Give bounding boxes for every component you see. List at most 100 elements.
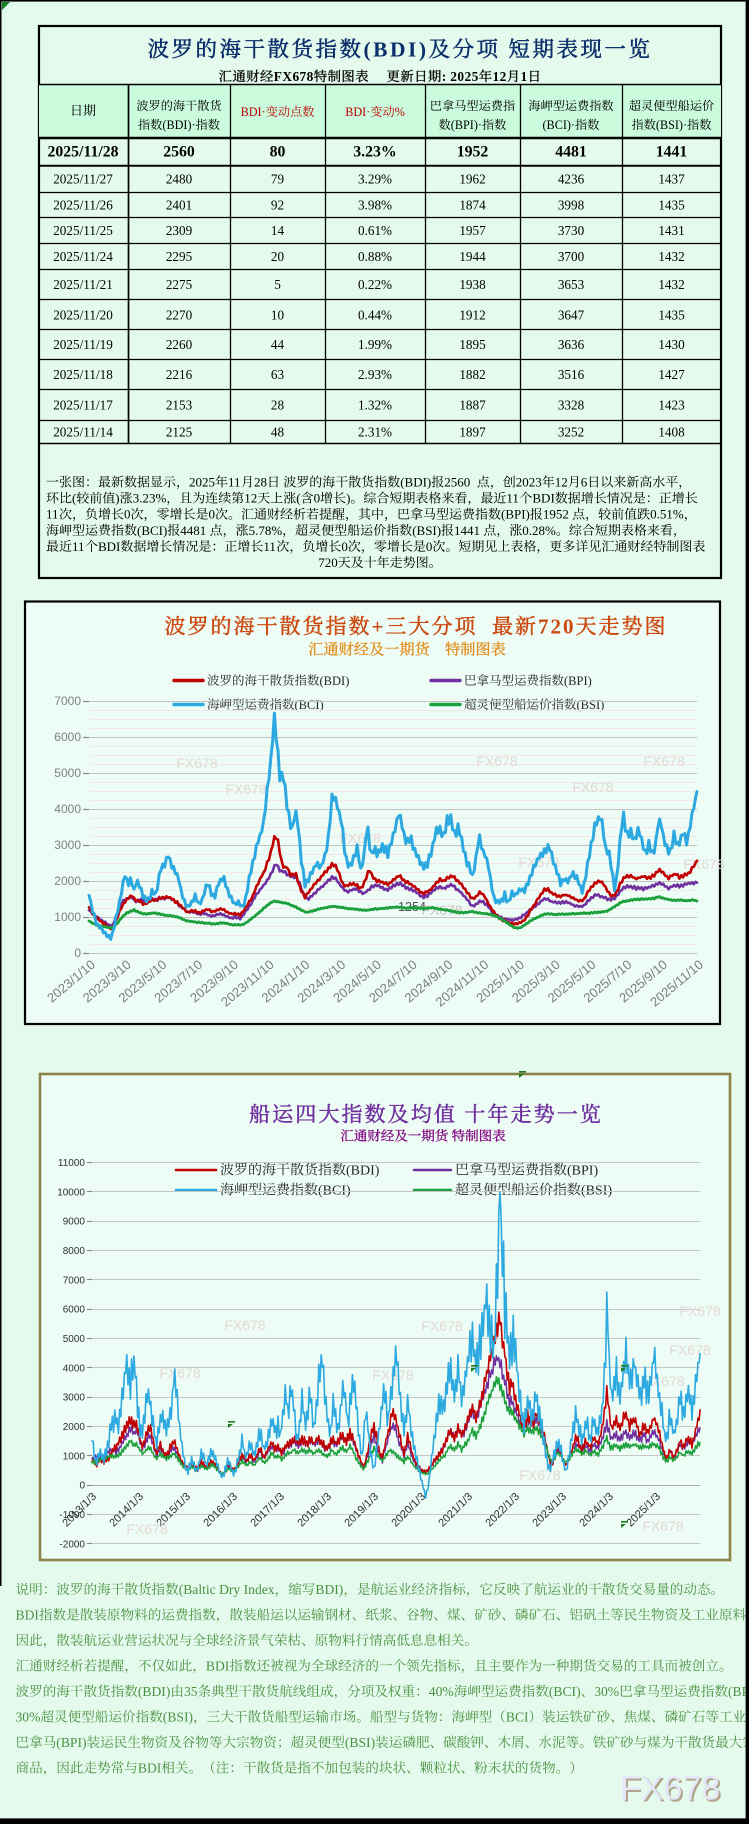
svg-text:5: 5 bbox=[274, 277, 281, 292]
svg-text:2025/11/19: 2025/11/19 bbox=[53, 337, 113, 352]
svg-text:30%: 30% bbox=[594, 1684, 619, 1699]
svg-text:2275: 2275 bbox=[166, 277, 193, 292]
svg-text:1000: 1000 bbox=[54, 910, 81, 924]
svg-text:0: 0 bbox=[314, 491, 321, 506]
svg-text:(BPI): (BPI) bbox=[564, 674, 592, 688]
svg-text:(BPI): (BPI) bbox=[567, 1163, 598, 1178]
svg-text:%: % bbox=[395, 105, 405, 119]
svg-text:FX678: FX678 bbox=[126, 1521, 167, 1537]
svg-text:5000: 5000 bbox=[63, 1334, 86, 1345]
svg-text:0.88%: 0.88% bbox=[358, 249, 392, 264]
svg-text:2.31%: 2.31% bbox=[358, 425, 392, 440]
svg-text:BDI): BDI) bbox=[315, 1582, 343, 1598]
svg-text:2025/11/26: 2025/11/26 bbox=[53, 197, 113, 212]
svg-text:8000: 8000 bbox=[63, 1246, 86, 1257]
svg-text:0: 0 bbox=[426, 539, 433, 554]
svg-text:1435: 1435 bbox=[658, 307, 685, 322]
svg-text:1957: 1957 bbox=[459, 223, 486, 238]
svg-text:2125: 2125 bbox=[166, 425, 193, 440]
svg-text:11: 11 bbox=[506, 491, 519, 506]
svg-text:4000: 4000 bbox=[54, 802, 81, 816]
svg-text:BDI: BDI bbox=[98, 539, 120, 554]
svg-text:(BPI)·: (BPI)· bbox=[451, 118, 482, 132]
svg-text:63: 63 bbox=[271, 367, 285, 382]
svg-text:92: 92 bbox=[271, 197, 284, 212]
svg-text:1952: 1952 bbox=[543, 507, 569, 522]
svg-text:9000: 9000 bbox=[63, 1217, 86, 1228]
svg-text:2401: 2401 bbox=[166, 197, 192, 212]
svg-text:1435: 1435 bbox=[658, 197, 685, 212]
svg-text:2025/11/27: 2025/11/27 bbox=[53, 172, 113, 187]
svg-text:(BSI): (BSI) bbox=[581, 1183, 612, 1198]
svg-text:2270: 2270 bbox=[166, 307, 193, 322]
svg-text:1000: 1000 bbox=[63, 1451, 86, 1462]
svg-text:BDI·: BDI· bbox=[241, 105, 266, 119]
svg-text:FX678: FX678 bbox=[679, 1303, 720, 1319]
svg-text:12: 12 bbox=[244, 491, 257, 506]
svg-text:0: 0 bbox=[124, 507, 131, 522]
svg-text:3516: 3516 bbox=[558, 367, 585, 382]
svg-text:(BSI)·: (BSI)· bbox=[656, 118, 687, 132]
svg-text:7000: 7000 bbox=[54, 694, 81, 708]
svg-text:1441: 1441 bbox=[656, 144, 688, 161]
svg-text:1874: 1874 bbox=[459, 197, 486, 212]
svg-text:11000: 11000 bbox=[58, 1158, 86, 1169]
svg-text:11: 11 bbox=[263, 539, 276, 554]
svg-text:28: 28 bbox=[254, 475, 267, 490]
svg-text:0: 0 bbox=[341, 539, 348, 554]
svg-text:FX678: FX678 bbox=[274, 69, 314, 84]
svg-text:2025/11/20: 2025/11/20 bbox=[53, 307, 113, 322]
svg-text:FX678: FX678 bbox=[225, 781, 266, 797]
svg-text:(BCI): (BCI) bbox=[318, 1183, 351, 1198]
svg-text:2560: 2560 bbox=[163, 144, 195, 161]
svg-text:(BDI): (BDI) bbox=[364, 38, 429, 62]
svg-text:(: ( bbox=[296, 491, 300, 506]
svg-text:2023: 2023 bbox=[516, 475, 542, 490]
svg-text:(BPI): (BPI) bbox=[728, 1684, 749, 1700]
svg-text:1912: 1912 bbox=[459, 307, 485, 322]
svg-text:720: 720 bbox=[318, 555, 338, 570]
svg-text:-2000: -2000 bbox=[59, 1539, 85, 1550]
svg-text:0: 0 bbox=[209, 507, 216, 522]
svg-text:BDI: BDI bbox=[138, 1761, 162, 1776]
svg-text:(BSI): (BSI) bbox=[412, 523, 441, 538]
svg-text:BDI: BDI bbox=[16, 1608, 40, 1623]
svg-text:1: 1 bbox=[521, 69, 528, 84]
svg-text:48: 48 bbox=[271, 425, 285, 440]
svg-text:(BDI): (BDI) bbox=[320, 674, 350, 688]
svg-text:-1000: -1000 bbox=[59, 1510, 85, 1521]
svg-text:1431: 1431 bbox=[658, 223, 684, 238]
svg-text:3.98%: 3.98% bbox=[358, 197, 392, 212]
svg-text:(BDI)·: (BDI)· bbox=[162, 118, 195, 132]
svg-text:+: + bbox=[372, 615, 386, 639]
svg-text:2025: 2025 bbox=[189, 475, 215, 490]
svg-text:1895: 1895 bbox=[459, 337, 486, 352]
svg-text:0.28%: 0.28% bbox=[522, 523, 556, 538]
svg-text:3730: 3730 bbox=[558, 223, 585, 238]
svg-text:1432: 1432 bbox=[658, 277, 684, 292]
svg-text:1430: 1430 bbox=[658, 337, 685, 352]
svg-text:20: 20 bbox=[271, 249, 285, 264]
svg-text:44: 44 bbox=[271, 337, 285, 352]
svg-text:1423: 1423 bbox=[658, 397, 685, 412]
svg-text:(BSI): (BSI) bbox=[345, 1735, 375, 1751]
svg-text:BDI: BDI bbox=[206, 1659, 230, 1674]
svg-text:3000: 3000 bbox=[63, 1393, 86, 1404]
svg-text:: 2025: : 2025 bbox=[442, 69, 479, 84]
svg-text:2295: 2295 bbox=[166, 249, 193, 264]
svg-text:FX678: FX678 bbox=[518, 854, 559, 870]
svg-text:4000: 4000 bbox=[63, 1363, 86, 1374]
svg-text:2153: 2153 bbox=[166, 397, 193, 412]
svg-text:3700: 3700 bbox=[558, 249, 585, 264]
svg-text:35: 35 bbox=[184, 1684, 198, 1699]
svg-text:(BSI): (BSI) bbox=[163, 1710, 193, 1726]
svg-text:(BSI): (BSI) bbox=[577, 698, 605, 712]
svg-text:0.61%: 0.61% bbox=[358, 223, 392, 238]
svg-text:79: 79 bbox=[271, 172, 285, 187]
svg-text:2025/11/25: 2025/11/25 bbox=[53, 223, 113, 238]
svg-text:FX678: FX678 bbox=[669, 1342, 710, 1358]
svg-text:12: 12 bbox=[493, 69, 507, 84]
svg-text:): ) bbox=[115, 491, 119, 506]
svg-text:1952: 1952 bbox=[457, 144, 489, 161]
svg-text:720: 720 bbox=[538, 615, 576, 639]
